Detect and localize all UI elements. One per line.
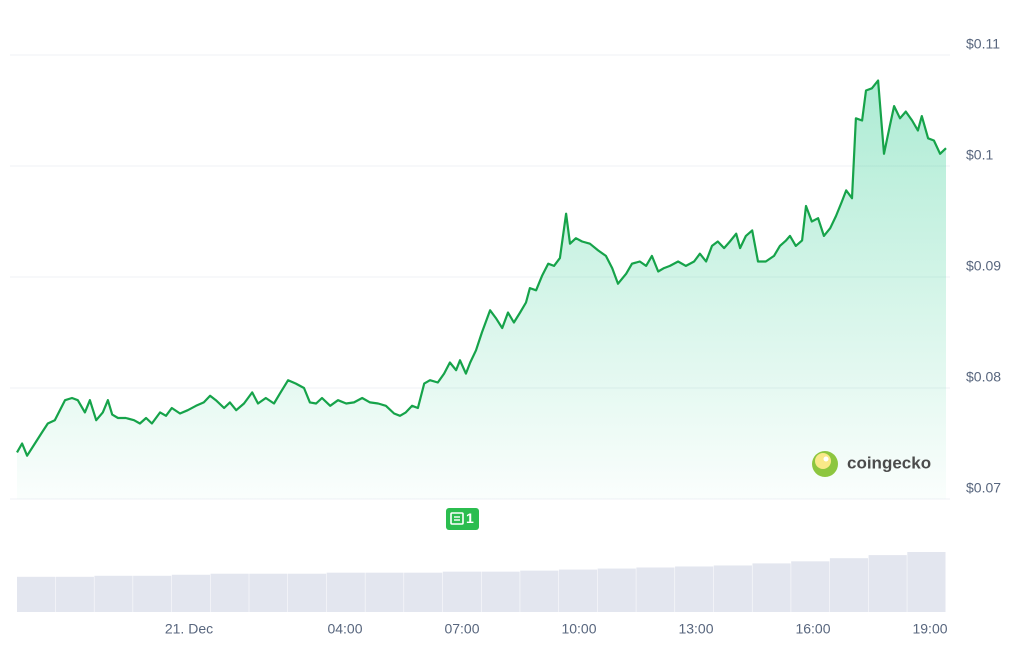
volume-bar	[752, 563, 791, 612]
x-tick-label: 16:00	[795, 621, 830, 637]
volume-bar	[829, 558, 869, 612]
badge-icon	[450, 512, 464, 525]
price-line	[16, 79, 947, 457]
y-tick-label: $0.11	[966, 36, 1000, 52]
x-tick-label: 07:00	[444, 621, 479, 637]
watermark-text: coingecko	[847, 453, 931, 472]
x-tick-label: 21. Dec	[165, 621, 213, 637]
volume-bar	[791, 561, 830, 612]
volume-bar	[636, 567, 675, 612]
volume-bar	[365, 572, 404, 612]
volume-bar	[249, 573, 288, 612]
watermark: coingecko	[812, 451, 931, 477]
logo-eye	[823, 456, 829, 462]
logo-face	[815, 453, 831, 469]
volume-bar	[675, 566, 714, 612]
volume-bar	[171, 574, 211, 612]
volume-bar	[287, 573, 327, 612]
area-fill	[17, 80, 946, 499]
volume-bar	[326, 572, 365, 612]
volume-bar	[868, 555, 907, 612]
volume-bar	[597, 568, 636, 612]
volume-bar	[442, 571, 481, 612]
volume-bar	[520, 570, 559, 612]
volume-bar	[558, 569, 598, 612]
volume-bar	[210, 573, 249, 612]
volume-bar	[17, 576, 56, 612]
volume-bar	[907, 552, 946, 612]
volume-bar	[713, 565, 752, 612]
x-tick-label: 13:00	[678, 621, 713, 637]
volume-bar	[481, 571, 520, 612]
x-tick-label: 04:00	[327, 621, 362, 637]
news-badge[interactable]: 1	[445, 508, 479, 530]
x-tick-label: 10:00	[561, 621, 596, 637]
badge-label: 1	[466, 510, 474, 526]
x-tick-label: 19:00	[912, 621, 947, 637]
volume-bar	[133, 575, 172, 612]
y-tick-label: $0.09	[966, 258, 1001, 274]
volume-bar	[94, 575, 133, 612]
volume-bar	[404, 572, 443, 612]
y-tick-label: $0.1	[966, 147, 993, 163]
y-tick-label: $0.07	[966, 480, 1001, 496]
volume-bar	[55, 576, 94, 612]
y-tick-label: $0.08	[966, 369, 1001, 385]
